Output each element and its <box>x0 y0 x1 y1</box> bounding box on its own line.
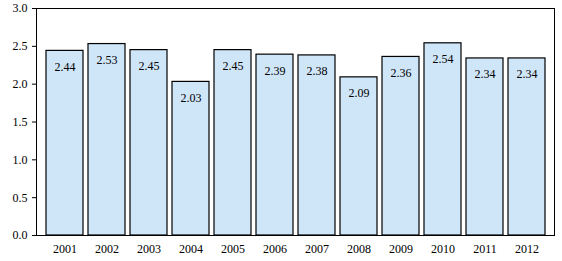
svg-text:0.0: 0.0 <box>13 228 28 242</box>
svg-text:1.5: 1.5 <box>13 115 28 129</box>
svg-text:2003: 2003 <box>137 242 161 256</box>
svg-text:2.38: 2.38 <box>307 64 328 78</box>
svg-text:2.34: 2.34 <box>517 67 538 81</box>
svg-text:3.0: 3.0 <box>13 1 28 15</box>
svg-text:2.39: 2.39 <box>265 63 286 77</box>
svg-text:2.53: 2.53 <box>97 53 118 67</box>
svg-text:2007: 2007 <box>305 242 329 256</box>
svg-text:2004: 2004 <box>179 242 203 256</box>
svg-text:2005: 2005 <box>221 242 245 256</box>
svg-text:2.45: 2.45 <box>139 59 160 73</box>
svg-text:2.54: 2.54 <box>433 52 454 66</box>
svg-text:2012: 2012 <box>515 242 539 256</box>
svg-text:2.36: 2.36 <box>391 66 412 80</box>
svg-text:2.44: 2.44 <box>55 60 76 74</box>
svg-text:2002: 2002 <box>95 242 119 256</box>
svg-text:2010: 2010 <box>431 242 455 256</box>
svg-text:0.5: 0.5 <box>13 191 28 205</box>
svg-text:2.34: 2.34 <box>475 67 496 81</box>
svg-text:1.0: 1.0 <box>13 153 28 167</box>
svg-text:2.03: 2.03 <box>181 91 202 105</box>
svg-text:2008: 2008 <box>347 242 371 256</box>
svg-text:2009: 2009 <box>389 242 413 256</box>
svg-text:2.45: 2.45 <box>223 59 244 73</box>
svg-text:2.0: 2.0 <box>13 77 28 91</box>
svg-text:2006: 2006 <box>263 242 287 256</box>
svg-text:2.5: 2.5 <box>13 39 28 53</box>
svg-text:2011: 2011 <box>473 242 497 256</box>
svg-text:2.09: 2.09 <box>349 86 370 100</box>
svg-text:2001: 2001 <box>53 242 77 256</box>
